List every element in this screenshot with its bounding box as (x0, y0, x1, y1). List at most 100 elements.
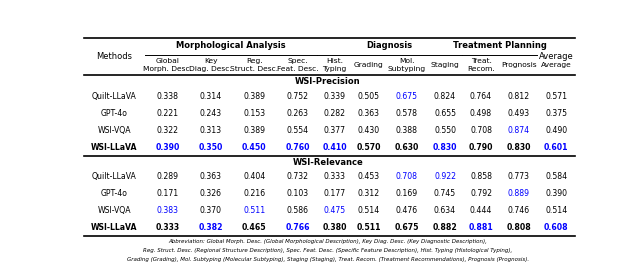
Text: 0.511: 0.511 (243, 206, 266, 215)
Text: 0.322: 0.322 (156, 126, 179, 135)
Text: 0.380: 0.380 (322, 223, 347, 232)
Text: Grading (Grading), Mol. Subtyping (Molecular Subtyping), Staging (Staging), Trea: Grading (Grading), Mol. Subtyping (Molec… (127, 257, 529, 262)
Text: 0.383: 0.383 (156, 206, 179, 215)
Text: 0.608: 0.608 (544, 223, 568, 232)
Text: 0.289: 0.289 (156, 172, 179, 182)
Text: 0.514: 0.514 (545, 206, 567, 215)
Text: 0.675: 0.675 (396, 92, 418, 101)
Text: Quilt-LLaVA: Quilt-LLaVA (92, 172, 137, 182)
Text: Spec.
Feat. Desc.: Spec. Feat. Desc. (276, 58, 318, 72)
Text: 0.339: 0.339 (323, 92, 346, 101)
Text: 0.922: 0.922 (434, 172, 456, 182)
Text: 0.465: 0.465 (242, 223, 267, 232)
Text: 0.889: 0.889 (508, 189, 530, 199)
Text: 0.881: 0.881 (468, 223, 493, 232)
Text: 0.388: 0.388 (396, 126, 418, 135)
Text: 0.450: 0.450 (242, 143, 267, 152)
Text: Mol.
Subtyping: Mol. Subtyping (388, 58, 426, 72)
Text: Grading: Grading (354, 62, 383, 68)
Text: 0.752: 0.752 (287, 92, 308, 101)
Text: Average: Average (541, 62, 572, 68)
Text: Global
Morph. Desc.: Global Morph. Desc. (143, 58, 192, 72)
Text: Abbreviation: Global Morph. Desc. (Global Morphological Description), Key Diag. : Abbreviation: Global Morph. Desc. (Globa… (168, 239, 488, 244)
Text: Treat.
Recom.: Treat. Recom. (467, 58, 495, 72)
Text: 0.490: 0.490 (545, 126, 567, 135)
Text: 0.630: 0.630 (395, 143, 419, 152)
Text: GPT-4o: GPT-4o (101, 109, 128, 118)
Text: 0.314: 0.314 (200, 92, 221, 101)
Text: 0.475: 0.475 (323, 206, 346, 215)
Text: 0.570: 0.570 (356, 143, 381, 152)
Text: 0.511: 0.511 (356, 223, 381, 232)
Text: 0.177: 0.177 (323, 189, 346, 199)
Text: 0.830: 0.830 (433, 143, 458, 152)
Text: Morphological Analysis: Morphological Analysis (176, 41, 286, 50)
Text: 0.404: 0.404 (243, 172, 266, 182)
Text: 0.444: 0.444 (470, 206, 492, 215)
Text: WSI-LLaVA: WSI-LLaVA (91, 223, 138, 232)
Text: 0.874: 0.874 (508, 126, 530, 135)
Text: 0.382: 0.382 (198, 223, 223, 232)
Text: 0.505: 0.505 (358, 92, 380, 101)
Text: Average: Average (539, 52, 573, 61)
Text: Treatment Planning: Treatment Planning (453, 41, 547, 50)
Text: 0.708: 0.708 (396, 172, 418, 182)
Text: 0.746: 0.746 (508, 206, 530, 215)
Text: WSI-VQA: WSI-VQA (98, 206, 131, 215)
Text: Staging: Staging (431, 62, 460, 68)
Text: 0.476: 0.476 (396, 206, 418, 215)
Text: 0.171: 0.171 (156, 189, 179, 199)
Text: 0.375: 0.375 (545, 109, 567, 118)
Text: 0.326: 0.326 (200, 189, 221, 199)
Text: 0.514: 0.514 (358, 206, 380, 215)
Text: 0.764: 0.764 (470, 92, 492, 101)
Text: 0.363: 0.363 (358, 109, 380, 118)
Text: 0.453: 0.453 (358, 172, 380, 182)
Text: 0.363: 0.363 (200, 172, 221, 182)
Text: 0.812: 0.812 (508, 92, 530, 101)
Text: 0.792: 0.792 (470, 189, 492, 199)
Text: 0.773: 0.773 (508, 172, 530, 182)
Text: 0.708: 0.708 (470, 126, 492, 135)
Text: 0.312: 0.312 (358, 189, 380, 199)
Text: 0.370: 0.370 (200, 206, 221, 215)
Text: 0.498: 0.498 (470, 109, 492, 118)
Text: 0.169: 0.169 (396, 189, 418, 199)
Text: Methods: Methods (97, 52, 132, 61)
Text: 0.493: 0.493 (508, 109, 530, 118)
Text: 0.377: 0.377 (323, 126, 346, 135)
Text: Key
Diag. Desc.: Key Diag. Desc. (189, 58, 232, 72)
Text: 0.655: 0.655 (434, 109, 456, 118)
Text: 0.550: 0.550 (434, 126, 456, 135)
Text: 0.571: 0.571 (545, 92, 567, 101)
Text: 0.601: 0.601 (544, 143, 568, 152)
Text: 0.760: 0.760 (285, 143, 310, 152)
Text: 0.830: 0.830 (506, 143, 531, 152)
Text: 0.766: 0.766 (285, 223, 310, 232)
Text: 0.221: 0.221 (156, 109, 179, 118)
Text: Quilt-LLaVA: Quilt-LLaVA (92, 92, 137, 101)
Text: 0.263: 0.263 (287, 109, 308, 118)
Text: 0.430: 0.430 (358, 126, 380, 135)
Text: Prognosis: Prognosis (500, 62, 536, 68)
Text: 0.824: 0.824 (434, 92, 456, 101)
Text: WSI-Relevance: WSI-Relevance (292, 158, 364, 167)
Text: 0.634: 0.634 (434, 206, 456, 215)
Text: 0.338: 0.338 (156, 92, 179, 101)
Text: Reg. Struct. Desc. (Regional Structure Description), Spec. Feat. Desc. (Specific: Reg. Struct. Desc. (Regional Structure D… (143, 248, 513, 253)
Text: 0.808: 0.808 (506, 223, 531, 232)
Text: 0.858: 0.858 (470, 172, 492, 182)
Text: 0.675: 0.675 (395, 223, 419, 232)
Text: 0.586: 0.586 (287, 206, 308, 215)
Text: 0.216: 0.216 (243, 189, 266, 199)
Text: 0.282: 0.282 (323, 109, 346, 118)
Text: 0.584: 0.584 (545, 172, 567, 182)
Text: 0.389: 0.389 (243, 126, 266, 135)
Text: 0.410: 0.410 (322, 143, 347, 152)
Text: 0.243: 0.243 (200, 109, 221, 118)
Text: 0.554: 0.554 (286, 126, 308, 135)
Text: Reg.
Struct. Desc.: Reg. Struct. Desc. (230, 58, 278, 72)
Text: 0.389: 0.389 (243, 92, 266, 101)
Text: 0.350: 0.350 (198, 143, 223, 152)
Text: 0.313: 0.313 (200, 126, 221, 135)
